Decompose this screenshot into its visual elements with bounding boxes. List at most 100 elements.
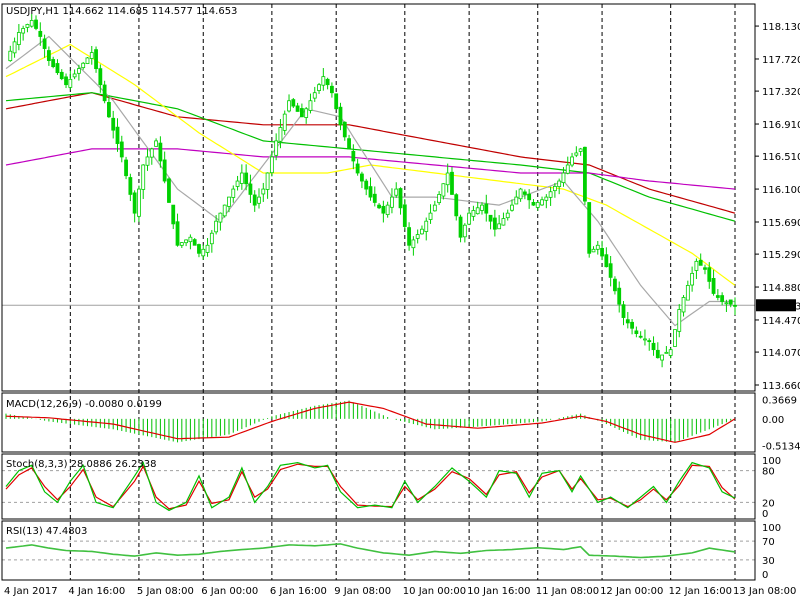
time-axis-label: 5 Jan 08:00 [137, 586, 194, 597]
candle-body [617, 287, 622, 305]
candle-body [115, 126, 120, 144]
candle-body [677, 309, 682, 332]
candle-body [218, 212, 223, 223]
candle-body [38, 30, 43, 37]
candle-body [68, 78, 73, 88]
rsi-axis-label: 0 [762, 570, 768, 581]
price-axis-label: 115.690 [762, 218, 800, 229]
macd-axis-label: 0.00 [762, 415, 784, 426]
time-axis-label: 9 Jan 08:00 [334, 586, 391, 597]
candle-body [454, 194, 459, 217]
candle-body [621, 304, 626, 318]
candle-body [321, 76, 326, 86]
candle-body [227, 196, 231, 207]
candle-body [724, 302, 729, 305]
candle-body [21, 28, 26, 34]
candle-body [655, 349, 660, 359]
candle-body [269, 156, 274, 174]
panel-frame [1, 520, 756, 581]
candle-body [299, 108, 304, 118]
candle-body [475, 207, 480, 215]
candle-body [59, 71, 64, 80]
candle-body [51, 59, 56, 68]
panel-frame [1, 3, 756, 392]
candle-body [214, 220, 219, 233]
candle-body [8, 50, 13, 62]
candle-body [46, 50, 51, 61]
candle-body [222, 204, 227, 217]
candle-body [497, 223, 502, 230]
candle-body [441, 183, 446, 197]
candle-body [578, 148, 583, 152]
candle-body [390, 196, 394, 208]
candle-body [660, 354, 664, 361]
symbol-header: USDJPY,H1 114.662 114.685 114.577 114.65… [6, 6, 237, 17]
candle-body [552, 185, 557, 192]
candle-body [488, 214, 493, 222]
candle-body [522, 191, 527, 195]
macd-signal-line [5, 401, 736, 443]
time-axis-label: 12 Jan 16:00 [669, 586, 732, 597]
candle-body [527, 193, 532, 201]
candle-body [261, 188, 266, 195]
candle-body [728, 299, 733, 305]
candle-body [698, 259, 703, 266]
candle-body [681, 297, 686, 313]
candle-body [651, 342, 656, 351]
candle-body [462, 224, 467, 238]
price-axis-label: 116.910 [762, 120, 800, 131]
candle-body [574, 152, 579, 156]
candle-body [583, 146, 587, 202]
candle-body [561, 172, 566, 184]
candle-body [467, 212, 472, 225]
rsi-line [5, 543, 736, 559]
candle-body [291, 99, 296, 107]
candle-body [544, 196, 549, 201]
current-price-box [756, 299, 796, 312]
candle-body [360, 173, 364, 182]
candle-body [625, 319, 630, 324]
candle-body [471, 210, 476, 217]
candle-body [643, 338, 647, 341]
candle-body [107, 102, 111, 118]
candle-body [492, 217, 497, 230]
candle-body [55, 63, 60, 74]
candle-body [12, 41, 17, 54]
candle-body [330, 85, 334, 94]
candle-body [720, 295, 725, 302]
candle-body [505, 212, 510, 219]
candles [8, 13, 737, 368]
candle-body [274, 140, 279, 156]
moving-averages [5, 35, 736, 327]
time-axis-label: 10 Jan 16:00 [467, 586, 530, 597]
candle-body [308, 100, 313, 111]
candle-body [432, 204, 437, 212]
time-axis-label: 4 Jan 16:00 [68, 586, 125, 597]
candle-body [548, 191, 553, 198]
candle-body [630, 321, 634, 329]
candle-body [518, 188, 523, 200]
candle-body [72, 73, 77, 78]
rsi-axis-label: 70 [762, 537, 775, 548]
candle-body [531, 202, 536, 206]
candle-body [94, 49, 98, 70]
candle-body [501, 218, 506, 226]
candle-body [342, 121, 347, 138]
candle-body [248, 183, 253, 195]
price-axis-label: 118.130 [762, 22, 800, 33]
panel-frames [1, 3, 796, 581]
candle-body [325, 78, 330, 86]
candle-body [141, 164, 146, 190]
candle-body [690, 272, 695, 286]
price-axis-label: 113.660 [762, 381, 800, 392]
current-price-label: 114.653 [760, 301, 800, 312]
candle-body [287, 100, 291, 112]
time-axis-label: 6 Jan 16:00 [270, 586, 327, 597]
price-axis-label: 114.470 [762, 316, 800, 327]
candle-body [89, 52, 94, 59]
candle-body [102, 84, 107, 102]
candle-body [355, 163, 360, 174]
